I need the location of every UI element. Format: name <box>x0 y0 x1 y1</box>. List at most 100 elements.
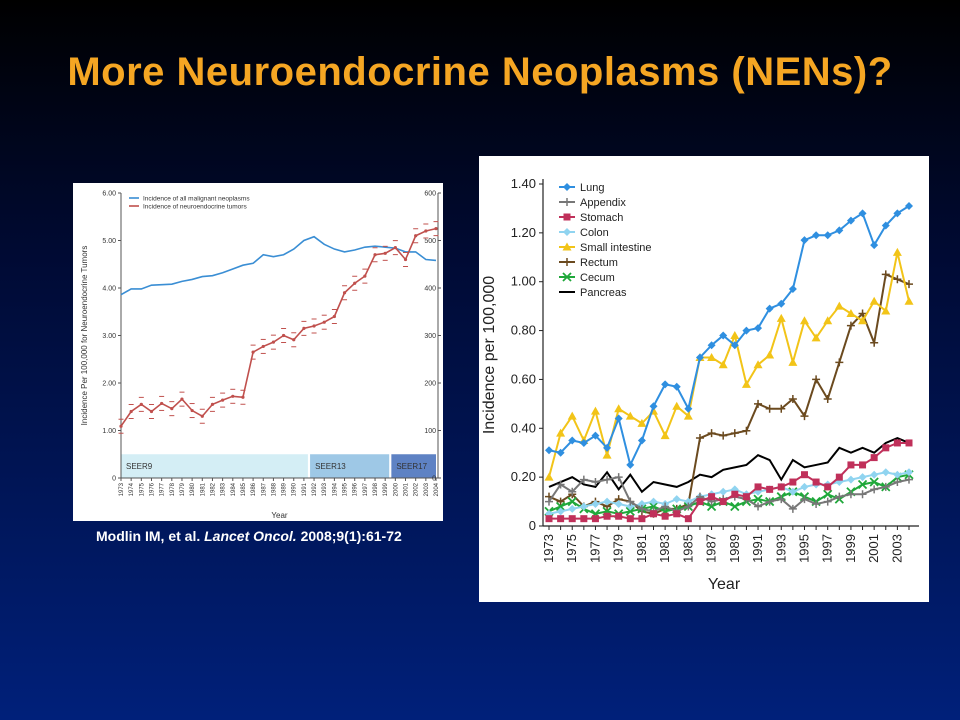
series-point <box>555 501 566 512</box>
series-point <box>777 299 786 308</box>
series-point <box>824 483 832 491</box>
series-point <box>800 236 809 245</box>
x-tick-label: 1980 <box>190 482 196 496</box>
series-point <box>789 478 797 486</box>
y-tick-label: 0.80 <box>511 323 536 338</box>
series-point <box>893 275 902 284</box>
series-point <box>823 231 832 240</box>
y-tick-label: 0 <box>529 518 536 533</box>
series-point <box>568 515 576 523</box>
series-point <box>615 512 623 520</box>
series-point <box>846 308 856 317</box>
legend-entry-4: Colon <box>580 227 609 239</box>
series-point <box>591 515 599 523</box>
series-point <box>800 412 809 421</box>
series-point <box>591 431 600 440</box>
x-tick-label: 1995 <box>796 534 811 563</box>
nen-point <box>221 398 225 402</box>
x-tick-label: 1987 <box>704 534 719 563</box>
series-point <box>684 404 693 413</box>
series-point <box>834 301 844 310</box>
series-cecum <box>544 470 914 519</box>
series-line <box>548 476 910 513</box>
series-point <box>556 497 565 506</box>
right-y-tick-label: 100 <box>424 428 436 435</box>
x-tick-label: 1975 <box>139 482 145 496</box>
citation-ref: 2008;9(1):61-72 <box>296 528 402 544</box>
x-tick-label: 1979 <box>180 482 186 496</box>
series-point <box>545 515 553 523</box>
series-point <box>545 446 553 455</box>
series-point <box>568 487 577 496</box>
series-point <box>626 515 634 523</box>
series-point <box>660 431 670 440</box>
legend-marker-3 <box>563 213 571 221</box>
left-y-axis-label: Incidence Per 100,000 for Neuroendocrine… <box>80 246 89 426</box>
series-point <box>754 399 763 408</box>
series-point <box>777 495 786 504</box>
legend-entry-2: Incidence of neuroendocrine tumors <box>143 204 247 211</box>
nen-point <box>241 395 245 399</box>
seer-band-label-2: SEER13 <box>315 462 346 471</box>
series-point <box>672 401 682 410</box>
series-point <box>811 333 821 342</box>
series-line-1 <box>120 235 437 296</box>
nen-point <box>170 407 174 411</box>
legend-entry-1: Incidence of all malignant neoplasms <box>143 196 250 203</box>
site-incidence-chart-panel: 1.40 1.20 1.00 0.80 0.60 0.40 0.20 0 1973 1975 197… <box>479 156 929 602</box>
seer-incidence-chart: SEER9 SEER13 SEER17 6.00 5.00 4.00 3.00 2.00 1.0… <box>80 191 441 520</box>
series-point <box>637 418 647 427</box>
x-tick-label: 1987 <box>261 482 267 496</box>
series-point <box>567 496 577 507</box>
series-point <box>603 475 612 484</box>
series-point <box>718 360 728 369</box>
y-tick-label: 0.20 <box>511 469 536 484</box>
series-point <box>661 380 670 389</box>
series-point <box>846 216 855 225</box>
x-tick-label: 1988 <box>271 482 277 496</box>
x-tick-label: 1982 <box>210 482 216 496</box>
x-tick-label: 1989 <box>727 534 742 563</box>
series-point <box>730 341 739 350</box>
x-tick-label: 1978 <box>170 482 176 496</box>
y-tick-label: 0.40 <box>511 420 536 435</box>
series-point <box>731 490 739 498</box>
series-point <box>905 475 913 484</box>
legend-entry-3: Stomach <box>580 212 623 224</box>
x-tick-label: 1998 <box>373 482 379 496</box>
right-y-tick-label: 300 <box>424 333 436 340</box>
series-point <box>741 379 751 388</box>
right-y-tick-label: 0 <box>432 476 436 483</box>
seer-band-label-1: SEER9 <box>126 462 153 471</box>
y-tick-label: 0.60 <box>511 371 536 386</box>
series-point <box>905 280 913 289</box>
x-tick-label: 1999 <box>383 482 389 496</box>
series-point <box>649 402 658 411</box>
nen-point <box>190 408 194 413</box>
series-point <box>858 316 868 325</box>
right-y-tick-label: 500 <box>424 238 436 245</box>
series-point <box>579 502 588 511</box>
nen-point <box>383 251 387 255</box>
x-tick-label: 1973 <box>119 482 125 496</box>
x-axis-label: Year <box>271 511 288 520</box>
series-point <box>672 495 681 504</box>
x-tick-label: 1976 <box>149 482 155 496</box>
left-y-tick-label: 4.00 <box>102 286 116 293</box>
series-point <box>859 461 867 469</box>
series-point <box>730 501 740 512</box>
nen-point <box>332 314 336 319</box>
series-point <box>870 241 879 250</box>
series-point <box>905 439 913 447</box>
series-point <box>730 330 740 339</box>
series-point <box>707 429 716 438</box>
series-point <box>567 411 577 420</box>
series-point <box>707 352 717 361</box>
x-tick-label: 1985 <box>241 482 247 496</box>
series-point <box>661 512 669 520</box>
nen-point <box>180 397 184 401</box>
series-point <box>556 507 565 516</box>
series-point <box>603 512 611 520</box>
nen-point <box>373 253 377 257</box>
series-point <box>591 478 600 487</box>
